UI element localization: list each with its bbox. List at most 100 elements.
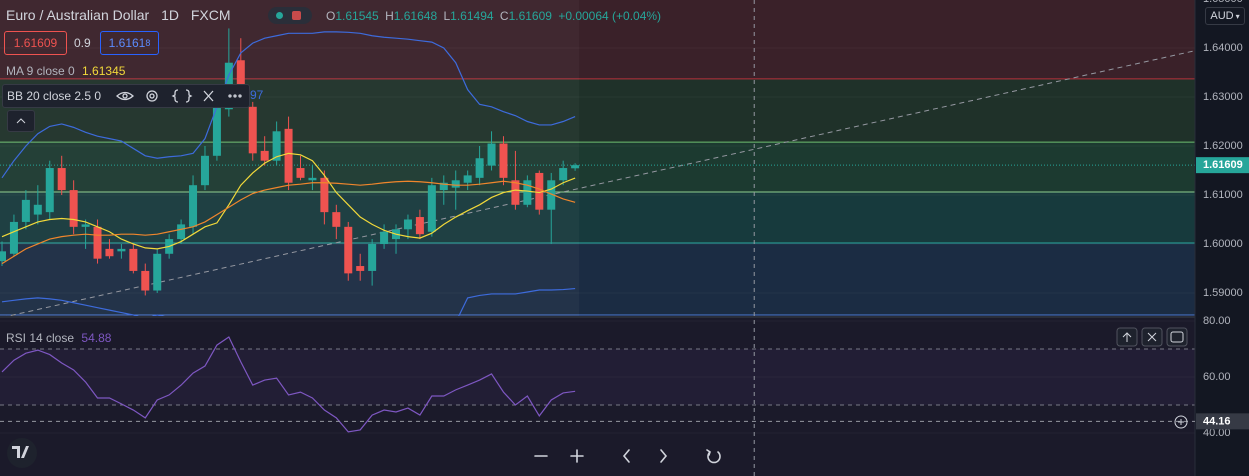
candle-body <box>81 224 90 227</box>
ma-value: 1.61345 <box>82 64 126 78</box>
c-label: C <box>499 9 509 23</box>
ohlc: O1.61545 H1.61648 L1.61494 C1.61609 +0.0… <box>326 9 661 23</box>
buy-button[interactable]: 1.6161 8 <box>100 31 159 55</box>
logo <box>7 438 37 468</box>
y-tick-label: 1.59000 <box>1203 287 1243 299</box>
rsi-label[interactable]: RSI 14 close <box>6 331 75 345</box>
candle-body <box>212 104 221 156</box>
candle-body <box>248 106 257 154</box>
candle-body <box>451 180 460 188</box>
change: +0.00064 (+0.04%) <box>558 9 662 23</box>
toolbar[interactable] <box>534 449 721 464</box>
market-toggle[interactable] <box>268 7 312 24</box>
scroll-right[interactable] <box>660 449 668 463</box>
candle-body <box>439 182 448 191</box>
rsi-line <box>1 336 576 433</box>
rsi-legend: RSI 14 close 54.88 <box>6 331 111 345</box>
candle-body <box>463 175 472 183</box>
indicator-line <box>1 180 576 265</box>
icon <box>1122 332 1132 342</box>
candle-body <box>547 180 556 210</box>
candle-body <box>105 248 114 257</box>
buy-pip: 8 <box>145 38 151 48</box>
candle-body <box>427 185 436 232</box>
collapse-legend[interactable] <box>7 110 35 132</box>
candle-body <box>368 243 377 271</box>
scroll-left[interactable] <box>622 449 630 463</box>
bb-label[interactable]: BB 20 close 2.5 0 <box>7 89 102 103</box>
candle-body <box>69 190 78 227</box>
interval[interactable]: 1D <box>161 7 179 23</box>
currency-select[interactable]: AUD ▾ <box>1205 7 1245 25</box>
candle-body <box>284 128 293 183</box>
candle-body <box>487 143 496 166</box>
icon <box>1147 332 1157 342</box>
overlay <box>0 0 1195 476</box>
y-tick-label: 1.64000 <box>1203 42 1243 54</box>
y-tick-label: 1.65000 <box>1203 0 1243 5</box>
candle-body <box>415 217 424 235</box>
candle-body <box>523 180 532 205</box>
rsi-buttons[interactable] <box>1116 327 1188 347</box>
candle-body <box>320 177 329 213</box>
zone <box>0 192 1195 244</box>
candle-body <box>475 158 484 178</box>
maximize[interactable] <box>1166 327 1188 347</box>
candle-body <box>93 226 102 259</box>
candle-body <box>117 248 126 252</box>
reset[interactable] <box>706 449 721 464</box>
candle-body <box>344 226 353 274</box>
y-tick-label: 1.61000 <box>1203 189 1243 201</box>
candle-body <box>380 231 389 244</box>
candle-body <box>236 60 245 85</box>
zone <box>0 142 1195 193</box>
candle-body <box>129 248 138 271</box>
symbol[interactable]: Euro / Australian Dollar <box>6 7 150 23</box>
l-label: L <box>443 9 451 23</box>
y-tick-label: 1.62000 <box>1203 140 1243 152</box>
price-pane <box>0 0 1195 316</box>
ma-label[interactable]: MA 9 close 0 <box>6 64 75 78</box>
exchange: FXCM <box>190 7 231 23</box>
last-price-box <box>1196 157 1249 174</box>
candle-body <box>9 221 18 254</box>
crosshair-add[interactable] <box>1174 415 1188 429</box>
candle-body <box>153 253 162 291</box>
candle-body <box>189 185 198 227</box>
bb-legend[interactable]: BB 20 close 2.5 0 <box>2 84 250 108</box>
candle-body <box>177 224 186 240</box>
candle-body <box>308 177 317 181</box>
trendline <box>6 50 1195 316</box>
bb-value: 97 <box>250 88 264 102</box>
low: 1.61494 <box>450 9 494 23</box>
h-label: H <box>385 9 394 23</box>
price-axis <box>1195 0 1249 476</box>
candle-body <box>21 199 30 222</box>
sell-button[interactable]: 1.61609 <box>4 31 67 55</box>
indicator-line <box>1 31 576 179</box>
currency[interactable]: AUD <box>1210 10 1234 22</box>
high: 1.61648 <box>393 9 438 23</box>
candle-body <box>296 168 305 178</box>
indicator-line <box>1 287 576 316</box>
candle-body <box>559 168 568 181</box>
spread: 0.9 <box>74 36 91 50</box>
y-tick-label: 40.00 <box>1203 427 1231 439</box>
candle-body <box>403 219 412 230</box>
crosshair-box <box>1196 413 1249 430</box>
zoom-in[interactable] <box>570 449 584 463</box>
candle-body <box>0 251 6 262</box>
candle-body <box>260 150 269 161</box>
close: 1.61609 <box>508 9 552 23</box>
ma-legend: MA 9 close 0 1.61345 <box>6 64 125 78</box>
candle-body <box>141 270 150 291</box>
buy-price: 1.6161 <box>108 36 146 50</box>
candle-body <box>571 165 580 169</box>
rsi-value: 54.88 <box>81 331 112 345</box>
candle-body <box>499 143 508 178</box>
rsi-band <box>0 348 1195 405</box>
y-tick-label: 1.63000 <box>1203 91 1243 103</box>
candle-body <box>45 168 54 213</box>
